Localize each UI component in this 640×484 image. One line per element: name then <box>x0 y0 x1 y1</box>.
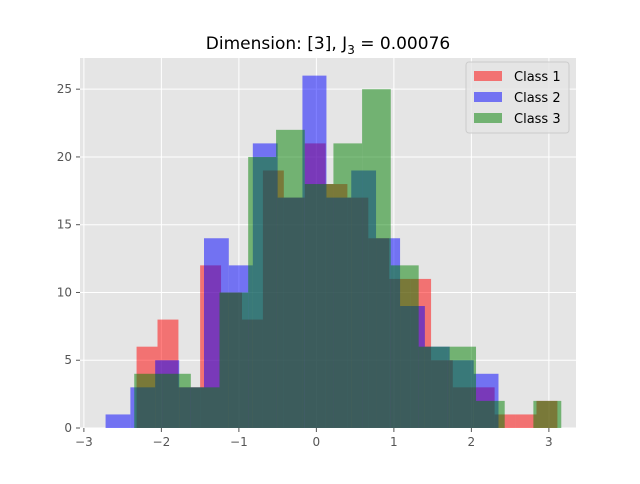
legend: Class 1 Class 2 Class 3 <box>465 61 570 134</box>
y-tick-label: 5 <box>64 353 72 367</box>
x-axis-ticks: −3 −2 −1 0 1 2 3 <box>75 428 553 449</box>
legend-swatch <box>474 71 502 81</box>
histogram-bar <box>476 400 505 428</box>
y-tick-label: 25 <box>57 82 72 96</box>
chart-title: Dimension: [3], J3 = 0.00076 <box>206 34 450 57</box>
histogram-bar <box>515 414 537 428</box>
x-tick-label: 0 <box>313 435 321 449</box>
x-tick-label: 3 <box>545 435 553 449</box>
histogram-bar <box>304 184 334 428</box>
y-tick-label: 20 <box>57 150 72 164</box>
histogram-bar <box>134 373 163 428</box>
y-tick-label: 10 <box>57 285 72 299</box>
y-axis-ticks: 0 5 10 15 20 25 <box>57 82 80 435</box>
series-3-bars <box>134 89 562 429</box>
histogram-bars <box>105 75 562 429</box>
histogram-bar <box>390 265 419 428</box>
y-tick-label: 0 <box>64 421 72 435</box>
legend-label: Class 3 <box>514 112 561 127</box>
title-main: Dimension: [3], J <box>206 34 347 54</box>
histogram-bar <box>362 89 391 429</box>
legend-label: Class 1 <box>514 70 561 85</box>
histogram-bar <box>418 346 448 428</box>
y-tick-label: 15 <box>57 218 72 232</box>
histogram-bar <box>333 143 363 428</box>
histogram-bar <box>162 373 191 428</box>
x-tick-label: −2 <box>153 435 171 449</box>
histogram-bar <box>190 387 220 428</box>
x-tick-label: −3 <box>75 435 93 449</box>
x-tick-label: 2 <box>468 435 476 449</box>
x-tick-label: −1 <box>230 435 248 449</box>
histogram-bar <box>105 414 131 428</box>
title-value: = 0.00076 <box>355 34 450 54</box>
legend-label: Class 2 <box>514 91 561 106</box>
histogram-bar <box>533 400 562 428</box>
x-tick-label: 1 <box>390 435 398 449</box>
title-subscript: 3 <box>347 43 355 57</box>
histogram-bar <box>276 129 305 429</box>
histogram-bar <box>248 156 277 428</box>
histogram-bar <box>447 346 477 428</box>
legend-swatch <box>474 92 502 102</box>
histogram-bar <box>219 292 249 428</box>
legend-swatch <box>474 113 502 123</box>
